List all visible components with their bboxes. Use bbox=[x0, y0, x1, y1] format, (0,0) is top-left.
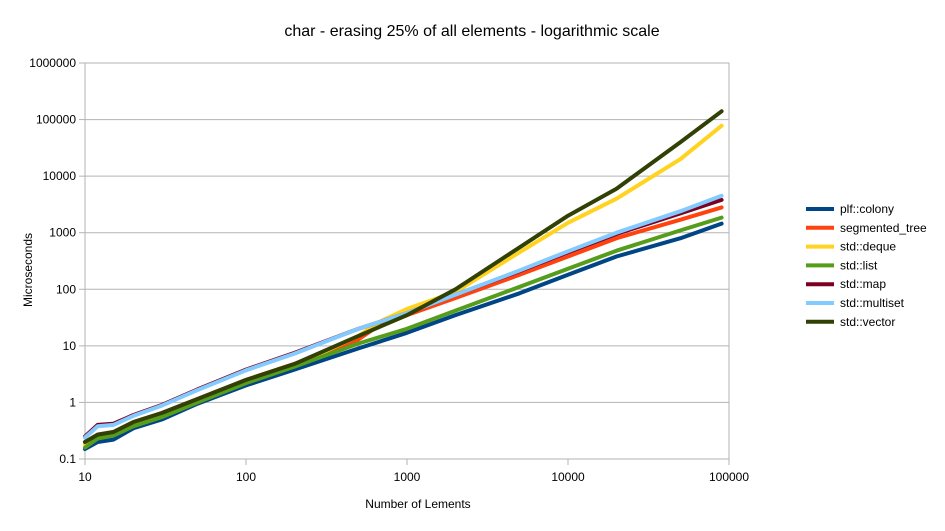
y-tick-label: 10000 bbox=[43, 169, 77, 183]
y-tick-label: 100 bbox=[56, 282, 76, 296]
legend-label: std::map bbox=[840, 277, 886, 291]
y-axis-label: Microseconds bbox=[21, 233, 35, 307]
x-tick-label: 100 bbox=[236, 470, 256, 484]
plot-area-frame bbox=[84, 62, 730, 460]
legend-label: std::deque bbox=[840, 240, 896, 254]
x-tick-label: 1000 bbox=[394, 470, 421, 484]
y-tick-label: 1000 bbox=[49, 226, 76, 240]
x-axis-tick-labels: 10 100 1000 10000 100000 bbox=[78, 470, 749, 484]
chart-title: char - erasing 25% of all elements - log… bbox=[284, 23, 659, 40]
legend-label: plf::colony bbox=[840, 202, 894, 216]
series-line-std-multiset bbox=[83, 193, 724, 440]
y-tick-label: 100000 bbox=[36, 113, 76, 127]
legend: plf::colonysegmented_treestd::dequestd::… bbox=[806, 202, 927, 329]
legend-label: std::vector bbox=[840, 315, 895, 329]
series-line-plf-colony bbox=[83, 221, 724, 451]
y-tick-label: 10 bbox=[63, 339, 77, 353]
series-line-std-list bbox=[83, 215, 724, 450]
x-axis-label: Number of Lements bbox=[365, 497, 470, 511]
series-lines bbox=[83, 109, 724, 451]
legend-label: segmented_tree bbox=[840, 221, 927, 235]
y-axis-tick-labels: 0.1 1 10 100 1000 10000 100000 1000000 bbox=[29, 56, 76, 466]
y-tick-label: 1000000 bbox=[29, 56, 76, 70]
x-tick-label: 10 bbox=[78, 470, 92, 484]
y-tick-label: 0.1 bbox=[59, 452, 76, 466]
legend-label: std::list bbox=[840, 258, 878, 272]
x-tick-label: 100000 bbox=[709, 470, 749, 484]
y-tick-label: 1 bbox=[69, 395, 76, 409]
x-tick-label: 10000 bbox=[551, 470, 585, 484]
series-line-std-vector bbox=[83, 109, 724, 444]
legend-label: std::multiset bbox=[840, 296, 905, 310]
